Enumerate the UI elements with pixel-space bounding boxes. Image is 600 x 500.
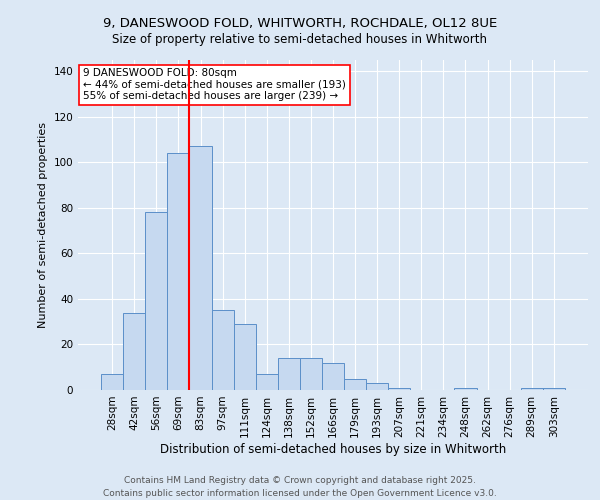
- Bar: [366, 383, 388, 390]
- Bar: [145, 212, 167, 390]
- Text: 9 DANESWOOD FOLD: 80sqm
← 44% of semi-detached houses are smaller (193)
55% of s: 9 DANESWOOD FOLD: 80sqm ← 44% of semi-de…: [83, 68, 346, 102]
- Bar: [101, 374, 123, 390]
- Bar: [300, 358, 322, 390]
- Bar: [167, 154, 190, 390]
- Bar: [123, 312, 145, 390]
- Bar: [322, 362, 344, 390]
- Text: Size of property relative to semi-detached houses in Whitworth: Size of property relative to semi-detach…: [113, 32, 487, 46]
- Bar: [388, 388, 410, 390]
- Bar: [212, 310, 233, 390]
- Text: Contains HM Land Registry data © Crown copyright and database right 2025.
Contai: Contains HM Land Registry data © Crown c…: [103, 476, 497, 498]
- Bar: [521, 388, 543, 390]
- Bar: [190, 146, 212, 390]
- Bar: [278, 358, 300, 390]
- Bar: [344, 378, 366, 390]
- Bar: [543, 388, 565, 390]
- Y-axis label: Number of semi-detached properties: Number of semi-detached properties: [38, 122, 48, 328]
- X-axis label: Distribution of semi-detached houses by size in Whitworth: Distribution of semi-detached houses by …: [160, 442, 506, 456]
- Bar: [256, 374, 278, 390]
- Bar: [233, 324, 256, 390]
- Bar: [454, 388, 476, 390]
- Text: 9, DANESWOOD FOLD, WHITWORTH, ROCHDALE, OL12 8UE: 9, DANESWOOD FOLD, WHITWORTH, ROCHDALE, …: [103, 18, 497, 30]
